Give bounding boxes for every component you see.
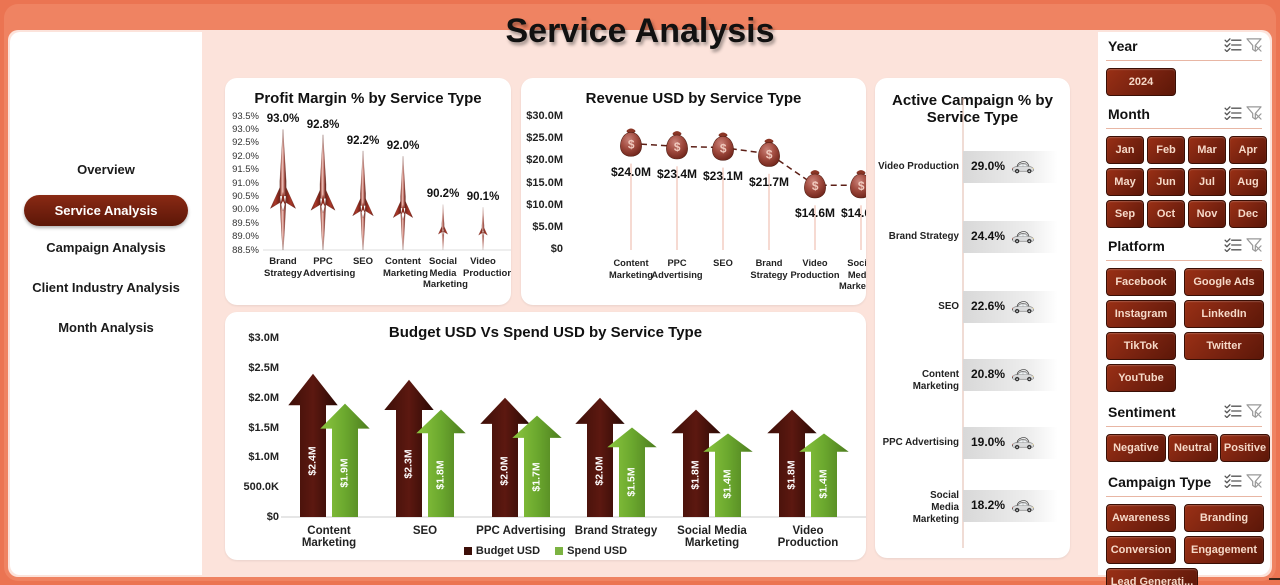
svg-text:$: $	[812, 179, 819, 193]
svg-text:$: $	[858, 179, 865, 193]
svg-text:$: $	[766, 147, 773, 161]
svg-text:$: $	[720, 141, 727, 155]
svg-text:$: $	[674, 140, 681, 154]
svg-text:$: $	[628, 137, 635, 151]
